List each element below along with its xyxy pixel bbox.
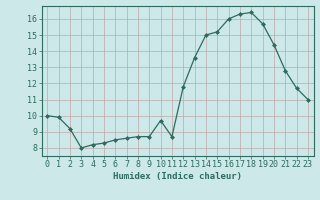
X-axis label: Humidex (Indice chaleur): Humidex (Indice chaleur) (113, 172, 242, 181)
